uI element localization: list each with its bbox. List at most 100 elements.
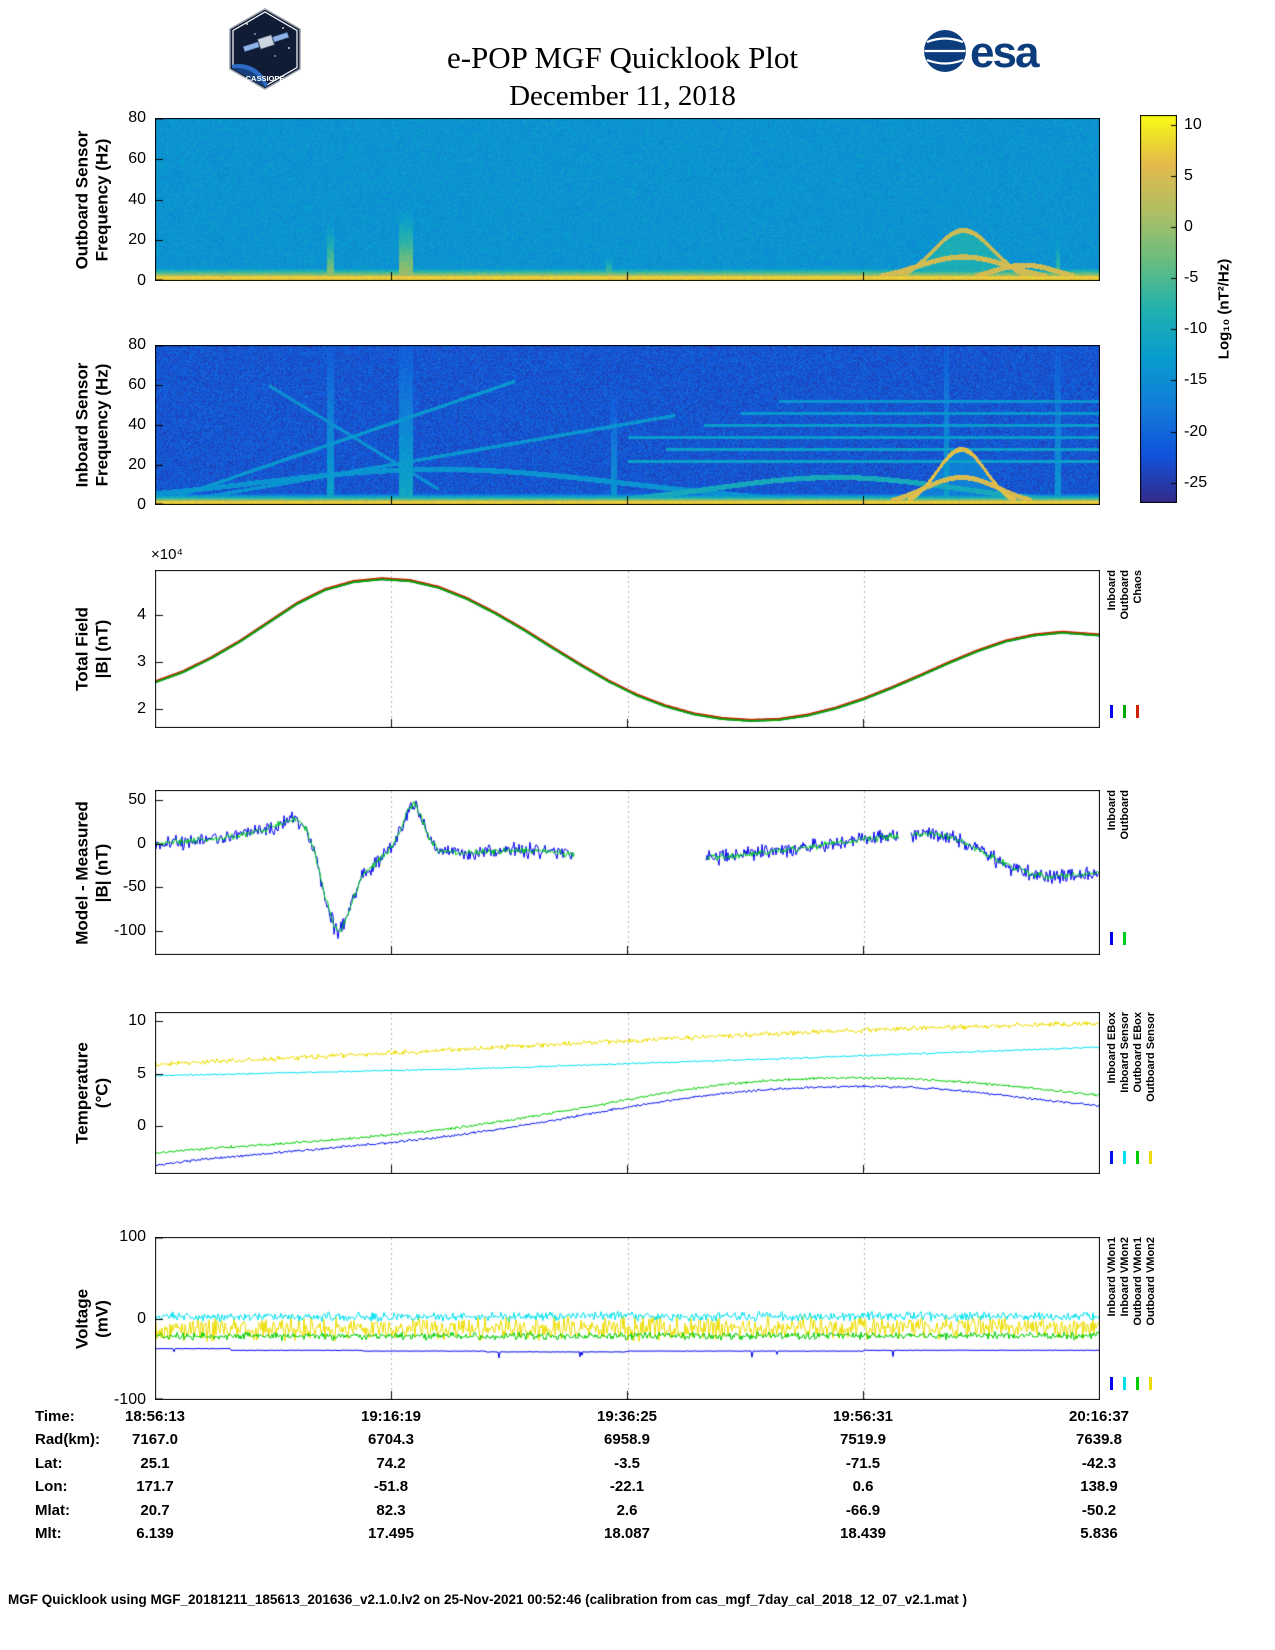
- total-field-panel: 2 3 4 Total Field |B| (nT) ×10⁴ Inboard Outboa…: [73, 546, 1144, 728]
- table-cell: 19:16:19: [360, 1408, 422, 1425]
- legend-entry-label: Outboard EBox: [1131, 1012, 1144, 1093]
- table-row-label: Rad(km):: [35, 1431, 101, 1449]
- table-cell: 171.7: [136, 1478, 174, 1496]
- y-tick-label: 20: [128, 456, 146, 473]
- y-tick-label: -50: [122, 878, 146, 896]
- y-tick-label: 0: [137, 1309, 146, 1327]
- legend-entry-label: Inboard: [1105, 790, 1118, 831]
- table-cell: 19:56:31: [832, 1408, 894, 1425]
- legend-entry-marker: [1123, 1151, 1126, 1164]
- y-tick-label: 40: [128, 190, 146, 208]
- table-cell: 82.3: [376, 1501, 406, 1519]
- table-cell: -66.9: [845, 1501, 881, 1519]
- legend-entry-label: Outboard VMon2: [1144, 1237, 1157, 1326]
- inboard-spectrogram-panel: 0 20 40 60 80 Inboard Sensor Frequency (Hz): [73, 336, 1100, 513]
- legend-entry: Inboard EBox: [1105, 1012, 1118, 1174]
- legend-entry: Inboard Sensor: [1118, 1012, 1131, 1174]
- y-tick-label: 4: [137, 606, 146, 624]
- legend-entry-marker: [1110, 1377, 1113, 1390]
- legend-entry: Outboard: [1118, 790, 1131, 955]
- table-cell: 5.836: [1080, 1525, 1118, 1542]
- y-tick-label: -100: [113, 1391, 146, 1408]
- legend-entry-marker: [1110, 932, 1113, 945]
- legend-entry: Inboard: [1105, 570, 1118, 728]
- y-tick-label: 3: [137, 653, 146, 671]
- legend-entry-marker: [1110, 1151, 1113, 1164]
- y-tick-label: 0: [137, 834, 146, 852]
- y-axis-scale-label: ×10⁴: [151, 546, 183, 563]
- legend: Inboard VMon1 Inboard VMon2 Outboard VMon1…: [1105, 1237, 1157, 1400]
- voltage-canvas: [155, 1237, 1100, 1400]
- table-cell: 6958.9: [604, 1431, 650, 1449]
- legend-entry: Outboard Sensor: [1144, 1012, 1157, 1174]
- table-cell: 18:56:13: [124, 1408, 186, 1425]
- legend-entry-label: Inboard: [1105, 570, 1118, 611]
- table-cell: 20.7: [140, 1501, 170, 1519]
- colorbar-tick-label: -25: [1184, 473, 1208, 491]
- legend: Inboard Outboard: [1105, 790, 1131, 955]
- table-cell: 6704.3: [368, 1431, 414, 1449]
- legend-entry: Chaos: [1131, 570, 1144, 728]
- legend-entry: Inboard VMon2: [1118, 1237, 1131, 1400]
- ephemeris-table: Time: 18:56:13 19:16:19 19:36:25 19:56:31 20:…: [0, 1408, 1275, 1558]
- temperature-panel: 0 5 10 Temperature (°C) Inboard EBox Inboard …: [73, 1012, 1157, 1174]
- y-tick-label: 0: [137, 272, 146, 289]
- legend-entry-label: Outboard VMon1: [1131, 1237, 1144, 1326]
- table-cell: 18.087: [604, 1525, 650, 1542]
- legend: Inboard Outboard Chaos: [1105, 570, 1144, 728]
- colorbar-tick-label: -5: [1184, 269, 1199, 287]
- y-axis-label: Voltage (mV): [72, 1288, 112, 1349]
- esa-logo: esa: [920, 22, 1042, 85]
- legend-entry-marker: [1136, 1377, 1139, 1390]
- table-row-label: Lat:: [35, 1454, 63, 1472]
- y-tick-label: 20: [128, 231, 146, 249]
- legend-entry-label: Inboard VMon1: [1105, 1237, 1118, 1317]
- page-title: e-POP MGF Quicklook Plot: [446, 40, 799, 75]
- table-cell: 20:16:37: [1068, 1408, 1130, 1425]
- esa-logo-graphic: esa: [924, 28, 1042, 77]
- table-cell: 0.6: [852, 1478, 874, 1496]
- mission-name-text: CASSIOPE: [246, 74, 285, 83]
- y-tick-label: 80: [128, 336, 146, 353]
- table-cell: 2.6: [616, 1501, 638, 1519]
- model-minus-measured-canvas: [155, 790, 1100, 955]
- legend-entry: Inboard VMon1: [1105, 1237, 1118, 1400]
- y-tick-label: 2: [137, 700, 146, 718]
- y-tick-label: 0: [137, 1116, 146, 1134]
- legend-entry-label: Outboard Sensor: [1144, 1012, 1157, 1102]
- cassiope-mission-logo: CASSIOPE: [225, 8, 305, 95]
- legend-entry-label: Inboard Sensor: [1118, 1012, 1131, 1093]
- colorbar-tick-label: -15: [1184, 371, 1208, 389]
- legend-entry-marker: [1136, 1151, 1139, 1164]
- table-cell: 18.439: [840, 1525, 886, 1542]
- table-cell: 7639.8: [1076, 1431, 1122, 1449]
- y-tick-label: 0: [137, 496, 146, 513]
- legend-entry-marker: [1110, 705, 1113, 718]
- table-cell: 7519.9: [840, 1431, 886, 1449]
- temperature-canvas: [155, 1012, 1100, 1174]
- table-cell: -50.2: [1081, 1501, 1117, 1519]
- table-row-label: Mlat:: [35, 1501, 70, 1519]
- table-cell: 6.139: [136, 1525, 174, 1542]
- legend-entry-marker: [1123, 1377, 1126, 1390]
- table-cell: 17.495: [368, 1525, 414, 1542]
- table-cell: 74.2: [376, 1454, 406, 1472]
- legend-entry-marker: [1136, 705, 1139, 718]
- table-cell: 25.1: [140, 1454, 170, 1472]
- colorbar-tick-label: 5: [1184, 167, 1193, 185]
- colorbar-label: Log₁₀ (nT²/Hz): [1215, 258, 1233, 360]
- legend-entry-label: Outboard: [1118, 790, 1131, 840]
- y-tick-label: 40: [128, 416, 146, 433]
- table-cell: -22.1: [609, 1478, 645, 1496]
- table-row-label: Mlt:: [35, 1525, 62, 1542]
- colorbar-tick-label: 10: [1184, 116, 1202, 134]
- voltage-panel: -100 0 100 Voltage (mV) Inboard VMon1 Inboard…: [73, 1228, 1157, 1408]
- legend-entry: Outboard: [1118, 570, 1131, 728]
- cassiope-logo-graphic: CASSIOPE: [229, 8, 301, 90]
- y-tick-label: 5: [137, 1064, 146, 1082]
- total-field-canvas: [155, 570, 1100, 728]
- y-tick-label: 60: [128, 376, 146, 393]
- y-tick-label: -100: [113, 921, 146, 939]
- legend-entry-label: Chaos: [1131, 570, 1144, 604]
